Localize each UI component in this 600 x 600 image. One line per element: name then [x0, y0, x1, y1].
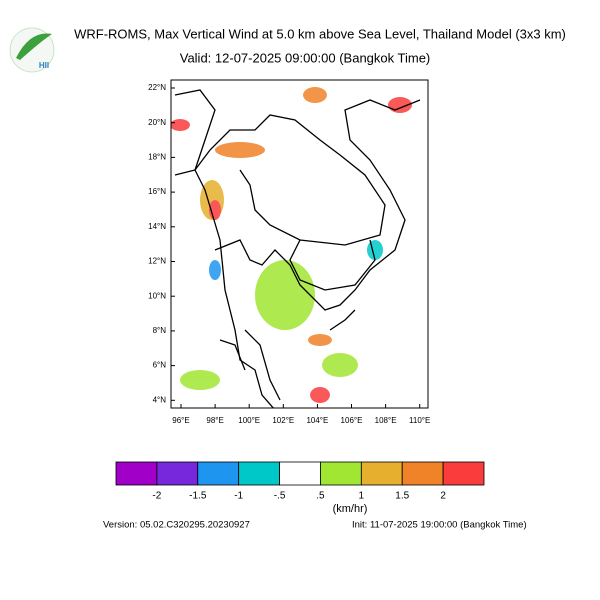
lon-label: 102°E	[272, 416, 294, 425]
lat-label: 22°N	[148, 83, 166, 92]
lat-label: 12°N	[148, 257, 166, 266]
lat-label: 10°N	[148, 291, 166, 300]
colorbar-label: .5	[316, 491, 325, 502]
subtitle: Valid: 12-07-2025 09:00:00 (Bangkok Time…	[180, 50, 431, 65]
lat-label: 16°N	[148, 187, 166, 196]
colorbar-label: -2	[152, 491, 161, 502]
lon-label: 104°E	[306, 416, 328, 425]
lon-label: 110°E	[409, 416, 430, 425]
init: Init: 11-07-2025 19:00:00 (Bangkok Time)	[352, 520, 527, 531]
colorbar-box	[279, 461, 321, 486]
colorbar-label: -.5	[274, 491, 286, 502]
lon-label: 98°E	[206, 416, 223, 425]
colorbar-box	[197, 461, 240, 486]
colorbar-label: 1	[359, 491, 365, 502]
lat-label: 18°N	[148, 153, 166, 162]
colorbar-box	[442, 461, 485, 486]
title: WRF-ROMS, Max Vertical Wind at 5.0 km ab…	[74, 26, 566, 41]
lat-label: 6°N	[153, 361, 167, 370]
colorbar-box	[238, 461, 280, 486]
logo: HII	[9, 27, 55, 73]
map-frame	[170, 79, 429, 409]
colorbar-label: 2	[440, 491, 446, 502]
version: Version: 05.02.C320295.20230927	[103, 520, 250, 531]
logo-leaf	[16, 33, 52, 60]
logo-text: HII	[39, 61, 49, 70]
coastlines	[174, 89, 421, 408]
colorbar-label: 1.5	[395, 491, 409, 502]
lat-label: 20°N	[148, 118, 166, 127]
colorbar-label: -1	[234, 491, 243, 502]
lon-label: 106°E	[341, 416, 363, 425]
lon-label: 108°E	[375, 416, 397, 425]
lat-label: 14°N	[148, 222, 166, 231]
colorbar-box	[156, 461, 199, 486]
colorbar-unit: (km/hr)	[333, 503, 368, 515]
colorbar-label: -1.5	[189, 491, 207, 502]
colorbar-box	[320, 461, 362, 486]
map-area	[171, 87, 421, 408]
colorbar-box	[115, 461, 158, 486]
colorbar-box	[360, 461, 403, 486]
lat-label: 4°N	[153, 395, 167, 404]
lat-label: 8°N	[153, 326, 167, 335]
colorbar-box	[401, 461, 444, 486]
lon-label: 96°E	[172, 416, 189, 425]
lon-label: 100°E	[238, 416, 260, 425]
